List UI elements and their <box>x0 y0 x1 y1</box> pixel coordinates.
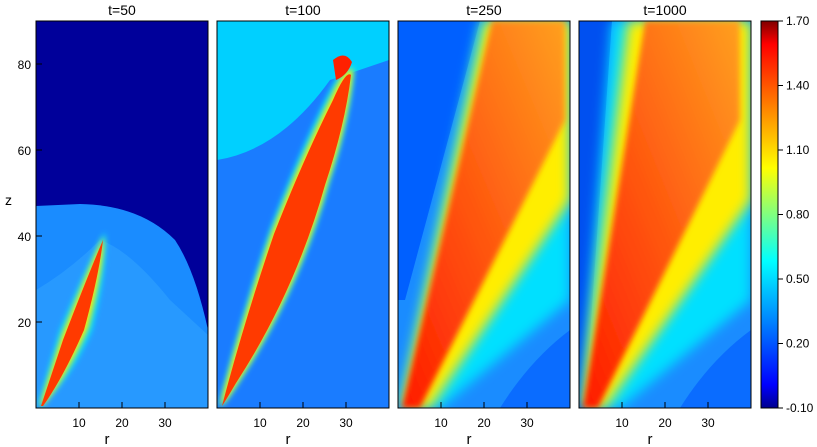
x-tick-label: 20 <box>115 416 129 430</box>
panel-title: t=250 <box>466 2 502 18</box>
x-axis-label: r <box>467 431 472 447</box>
colorbar-tick-label: 1.70 <box>786 14 810 28</box>
x-tick-label: 20 <box>296 416 310 430</box>
y-tick-label: 40 <box>18 230 32 244</box>
x-tick-label: 10 <box>72 416 86 430</box>
panel-t1000: t=1000 <box>578 2 752 409</box>
y-tick-label: 80 <box>18 58 32 72</box>
x-axis-label: r <box>648 431 653 447</box>
x-tick-label: 20 <box>477 416 491 430</box>
panel-t100: t=100 <box>216 2 390 409</box>
colorbar-gradient <box>760 20 779 409</box>
panel-title: t=50 <box>108 2 136 18</box>
x-tick-label: 30 <box>158 416 172 430</box>
panel-t50: t=50 <box>35 2 209 409</box>
x-axis-label: r <box>105 431 110 447</box>
colorbar-tick-label: 1.40 <box>786 79 810 93</box>
colorbar-tick-label: 0.80 <box>786 208 810 222</box>
colorbar-ticks: 1.70 1.40 1.10 0.80 0.50 0.20 -0.10 <box>778 14 814 415</box>
y-axis-label: z <box>5 192 12 208</box>
panel-title: t=1000 <box>643 2 686 18</box>
heatmap-image <box>579 21 751 408</box>
colorbar-tick-label: -0.10 <box>786 401 814 415</box>
colorbar-tick-label: 0.20 <box>786 337 810 351</box>
x-tick-label: 30 <box>701 416 715 430</box>
panel-t250: t=250 <box>397 2 571 409</box>
y-tick-label: 20 <box>18 316 32 330</box>
panel-title: t=100 <box>285 2 321 18</box>
x-tick-label: 20 <box>658 416 672 430</box>
heatmap-image <box>398 21 570 408</box>
x-tick-label: 10 <box>434 416 448 430</box>
colorbar-tick-label: 1.10 <box>786 143 810 157</box>
x-tick-label: 10 <box>253 416 267 430</box>
heatmap-image <box>36 21 208 408</box>
x-axis-label: r <box>286 431 291 447</box>
heatmap-image <box>217 21 389 408</box>
colorbar-tick-label: 0.50 <box>786 272 810 286</box>
x-tick-label: 30 <box>339 416 353 430</box>
x-ticks: 10 20 30 r 10 20 30 r 10 20 30 r 10 20 30 r <box>72 402 715 447</box>
y-tick-label: 60 <box>18 144 32 158</box>
x-tick-label: 10 <box>615 416 629 430</box>
x-tick-label: 30 <box>520 416 534 430</box>
colorbar: 1.70 1.40 1.10 0.80 0.50 0.20 -0.10 <box>760 14 814 415</box>
y-ticks: 20 40 60 80 <box>18 58 42 330</box>
